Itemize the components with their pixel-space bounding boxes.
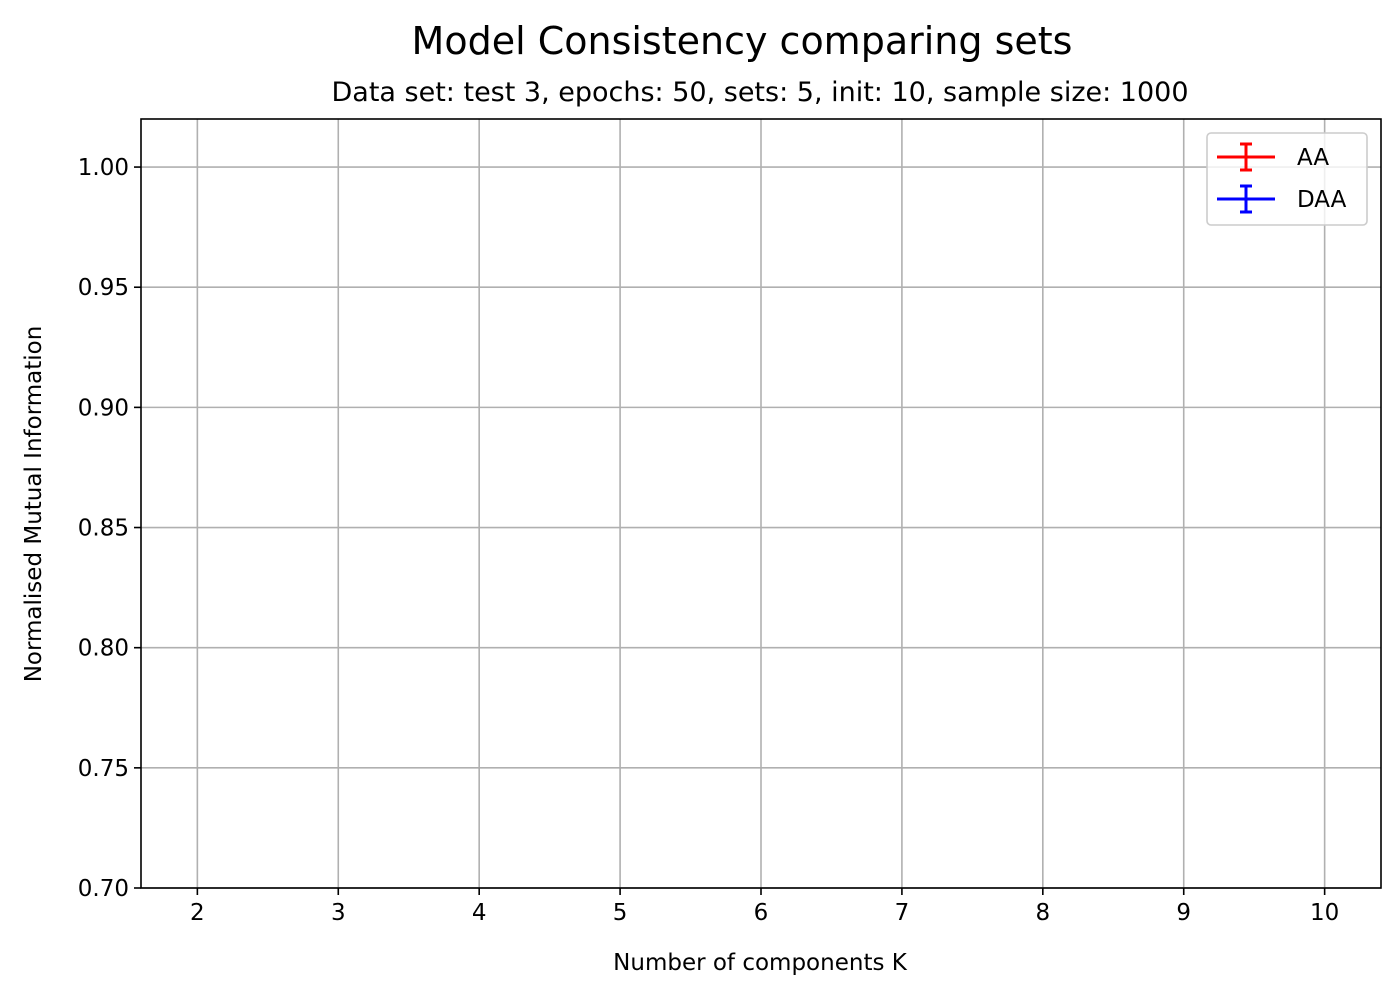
x-tick-label: 8 <box>1035 900 1050 926</box>
y-tick-label: 0.70 <box>78 876 129 902</box>
x-tick-label: 10 <box>1310 900 1339 926</box>
grid-lines <box>141 119 1381 889</box>
x-tick-label: 5 <box>613 900 628 926</box>
x-tick-label: 2 <box>190 900 205 926</box>
y-tick-label: 1.00 <box>78 155 129 181</box>
legend-label: AA <box>1297 145 1329 171</box>
x-tick-label: 9 <box>1176 900 1191 926</box>
x-tick-label: 4 <box>472 900 487 926</box>
x-tick-label: 6 <box>754 900 769 926</box>
y-tick-label: 0.75 <box>78 756 129 782</box>
y-tick-label: 0.85 <box>78 516 129 542</box>
chart-subtitle: Data set: test 3, epochs: 50, sets: 5, i… <box>331 77 1188 108</box>
legend-item: AA <box>1217 142 1329 172</box>
x-axis-label: Number of components K <box>613 950 908 976</box>
legend: AA DAA <box>1206 132 1368 226</box>
x-tick-label: 7 <box>895 900 910 926</box>
y-tick-label: 0.80 <box>78 636 129 662</box>
x-tick-label: 3 <box>331 900 346 926</box>
legend-item: DAA <box>1217 184 1347 214</box>
chart-title: Model Consistency comparing sets <box>412 19 1073 63</box>
y-tick-label: 0.95 <box>78 275 129 301</box>
y-tick-label: 0.90 <box>78 395 129 421</box>
y-axis-ticks: 0.70 0.75 0.80 0.85 0.90 0.95 1.00 <box>78 155 141 902</box>
x-axis-ticks: 2 3 4 5 6 7 8 9 10 <box>190 888 1339 926</box>
legend-label: DAA <box>1297 187 1347 213</box>
y-axis-label: Normalised Mutual Information <box>21 326 47 683</box>
